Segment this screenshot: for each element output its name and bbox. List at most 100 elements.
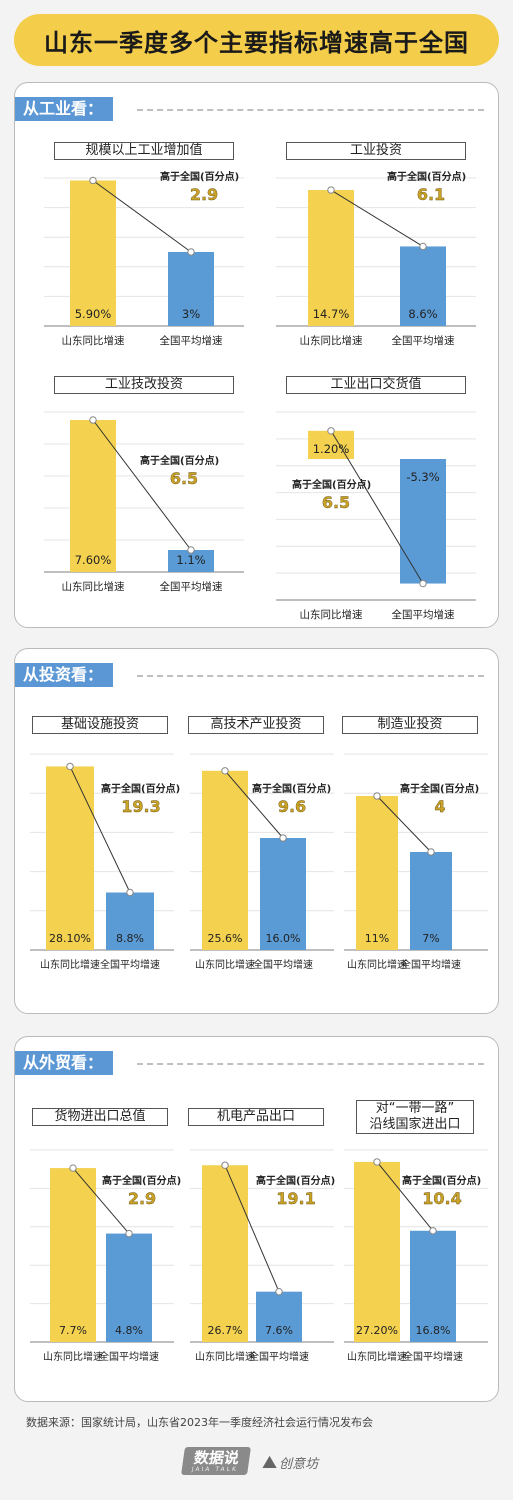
category-label: 山东同比增速 [195,1350,255,1363]
data-source: 数据来源：国家统计局，山东省2023年一季度经济社会运行情况发布会 [26,1416,373,1429]
section-label: 从外贸看： [15,1051,114,1075]
chart-panel: 工业出口交货值 1.20% 山东同比增速 -5.3% 全国平均增速 高于全国(百分点) 6.… [272,376,480,636]
difference-caption: 高于全国(百分点) [101,782,180,795]
value-label: 16.0% [266,932,301,945]
connector-dot [221,1161,229,1169]
value-label: 26.7% [208,1324,243,1337]
category-label: 山东同比增速 [62,334,125,347]
partner-mark-icon: ⛰ [262,1452,278,1473]
bar-shandong [308,430,354,459]
value-label: 28.10% [49,932,91,945]
connector-dot [69,1164,77,1172]
bar-national [106,892,154,950]
difference-caption: 高于全国(百分点) [160,170,239,183]
bar-national [410,852,452,950]
difference-caption: 高于全国(百分点) [400,782,479,795]
bar-shandong [202,770,248,950]
bar-chart: 25.6% 山东同比增速 16.0% 全国平均增速 高于全国(百分点) 9.6 [190,753,334,971]
category-label: 全国平均增速 [403,1350,463,1363]
logo-subtext: JAIA TALK [191,1465,239,1473]
category-label: 全国平均增速 [392,334,455,347]
chart-title: 基础设施投资 [32,716,168,734]
connector-dot [187,248,195,256]
difference-caption: 高于全国(百分点) [292,478,371,491]
difference-caption: 高于全国(百分点) [102,1174,181,1187]
category-label: 全国平均增速 [160,580,223,593]
bar-national [400,246,446,326]
bar-shandong [356,796,398,950]
chart-title: 货物进出口总值 [32,1108,168,1126]
difference-value: 19.1 [276,1189,315,1208]
category-label: 山东同比增速 [300,334,363,347]
category-label: 全国平均增速 [401,958,461,971]
bar-chart: 26.7% 山东同比增速 7.6% 全国平均增速 高于全国(百分点) 19.1 [190,1149,335,1363]
difference-value: 2.9 [190,185,218,204]
category-label: 全国平均增速 [100,958,160,971]
chart-panel: 工业技改投资 7.60% 山东同比增速 1.1% 全国平均增速 高于全国(百分点) 6.5 [40,376,248,608]
value-label: 7.60% [75,553,112,567]
chart-title: 高技术产业投资 [188,716,324,734]
value-label: 1.1% [176,553,205,567]
connector-dot [221,767,229,775]
chart-panel: 工业投资 14.7% 山东同比增速 8.6% 全国平均增速 高于全国(百分点) 6.1 [272,142,480,362]
difference-value: 10.4 [422,1189,461,1208]
chart-title: 制造业投资 [342,716,478,734]
value-label: 7% [422,932,439,945]
connector-dot [279,834,287,842]
difference-value: 6.1 [417,185,445,204]
category-label: 全国平均增速 [160,334,223,347]
bar-chart: 5.90% 山东同比增速 3% 全国平均增速 高于全国(百分点) 2.9 [44,170,244,347]
difference-value: 2.9 [128,1189,156,1208]
connector-dot [419,242,427,251]
difference-connector [69,766,131,893]
value-label: 7.6% [265,1324,293,1337]
difference-value: 6.5 [170,469,198,488]
difference-connector [224,1165,280,1292]
difference-connector [376,1161,434,1232]
title-banner: 山东一季度多个主要指标增速高于全国 [14,14,499,66]
section-divider [137,1063,484,1065]
difference-connector [224,770,284,839]
bar-national [168,550,214,572]
chart-title: 对“一带一路” 沿线国家进出口 [356,1100,474,1134]
difference-connector [92,180,192,253]
difference-value: 9.6 [278,797,306,816]
bar-chart: 7.60% 山东同比增速 1.1% 全国平均增速 高于全国(百分点) 6.5 [44,411,244,593]
bar-national [168,252,214,326]
logo-text: 数据说 [192,1448,241,1467]
chart-panel: 高技术产业投资 25.6% 山东同比增速 16.0% 全国平均增速 高于全国(百分点) 9.… [186,716,338,986]
bar-shandong [70,420,116,572]
category-label: 全国平均增速 [253,958,313,971]
bar-chart: 7.7% 山东同比增速 4.8% 全国平均增速 高于全国(百分点) 2.9 [30,1149,181,1363]
connector-dot [327,186,335,194]
chart-title: 工业投资 [286,142,466,160]
bar-shandong [70,180,116,326]
category-label: 山东同比增速 [300,608,363,621]
bar-shandong [50,1168,96,1342]
chart-panel: 制造业投资 11% 山东同比增速 7% 全国平均增速 高于全国(百分点) 4 [340,716,492,986]
value-label: 25.6% [208,932,243,945]
chart-panel: 规模以上工业增加值 5.90% 山东同比增速 3% 全国平均增速 高于全国(百分点) 2.9 [40,142,248,362]
difference-connector [72,1167,130,1234]
bar-national [256,1291,302,1342]
difference-value: 19.3 [121,797,160,816]
difference-caption: 高于全国(百分点) [140,454,219,467]
category-label: 山东同比增速 [347,1350,407,1363]
bar-shandong [308,190,354,326]
section-divider [137,109,484,111]
connector-dot [419,579,427,588]
value-label: 3% [182,307,200,321]
difference-connector [330,189,424,247]
category-label: 全国平均增速 [249,1350,309,1363]
bar-national [410,1230,456,1342]
category-label: 山东同比增速 [43,1350,103,1363]
connector-dot [126,888,134,897]
connector-dot [89,416,97,424]
bar-chart: 28.10% 山东同比增速 8.8% 全国平均增速 高于全国(百分点) 19.3 [30,753,180,971]
value-label: 8.8% [116,932,144,945]
category-label: 山东同比增速 [347,958,407,971]
section-divider [137,675,484,677]
bar-chart: 11% 山东同比增速 7% 全国平均增速 高于全国(百分点) 4 [344,753,488,971]
partner-logo: ⛰ 创意坊 [262,1452,318,1473]
bar-national [260,838,306,950]
